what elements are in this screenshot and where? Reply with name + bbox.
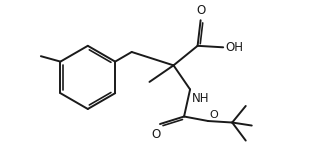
Text: O: O: [210, 110, 218, 119]
Text: O: O: [152, 128, 161, 141]
Text: O: O: [196, 4, 205, 17]
Text: NH: NH: [192, 92, 209, 106]
Text: OH: OH: [226, 41, 244, 54]
